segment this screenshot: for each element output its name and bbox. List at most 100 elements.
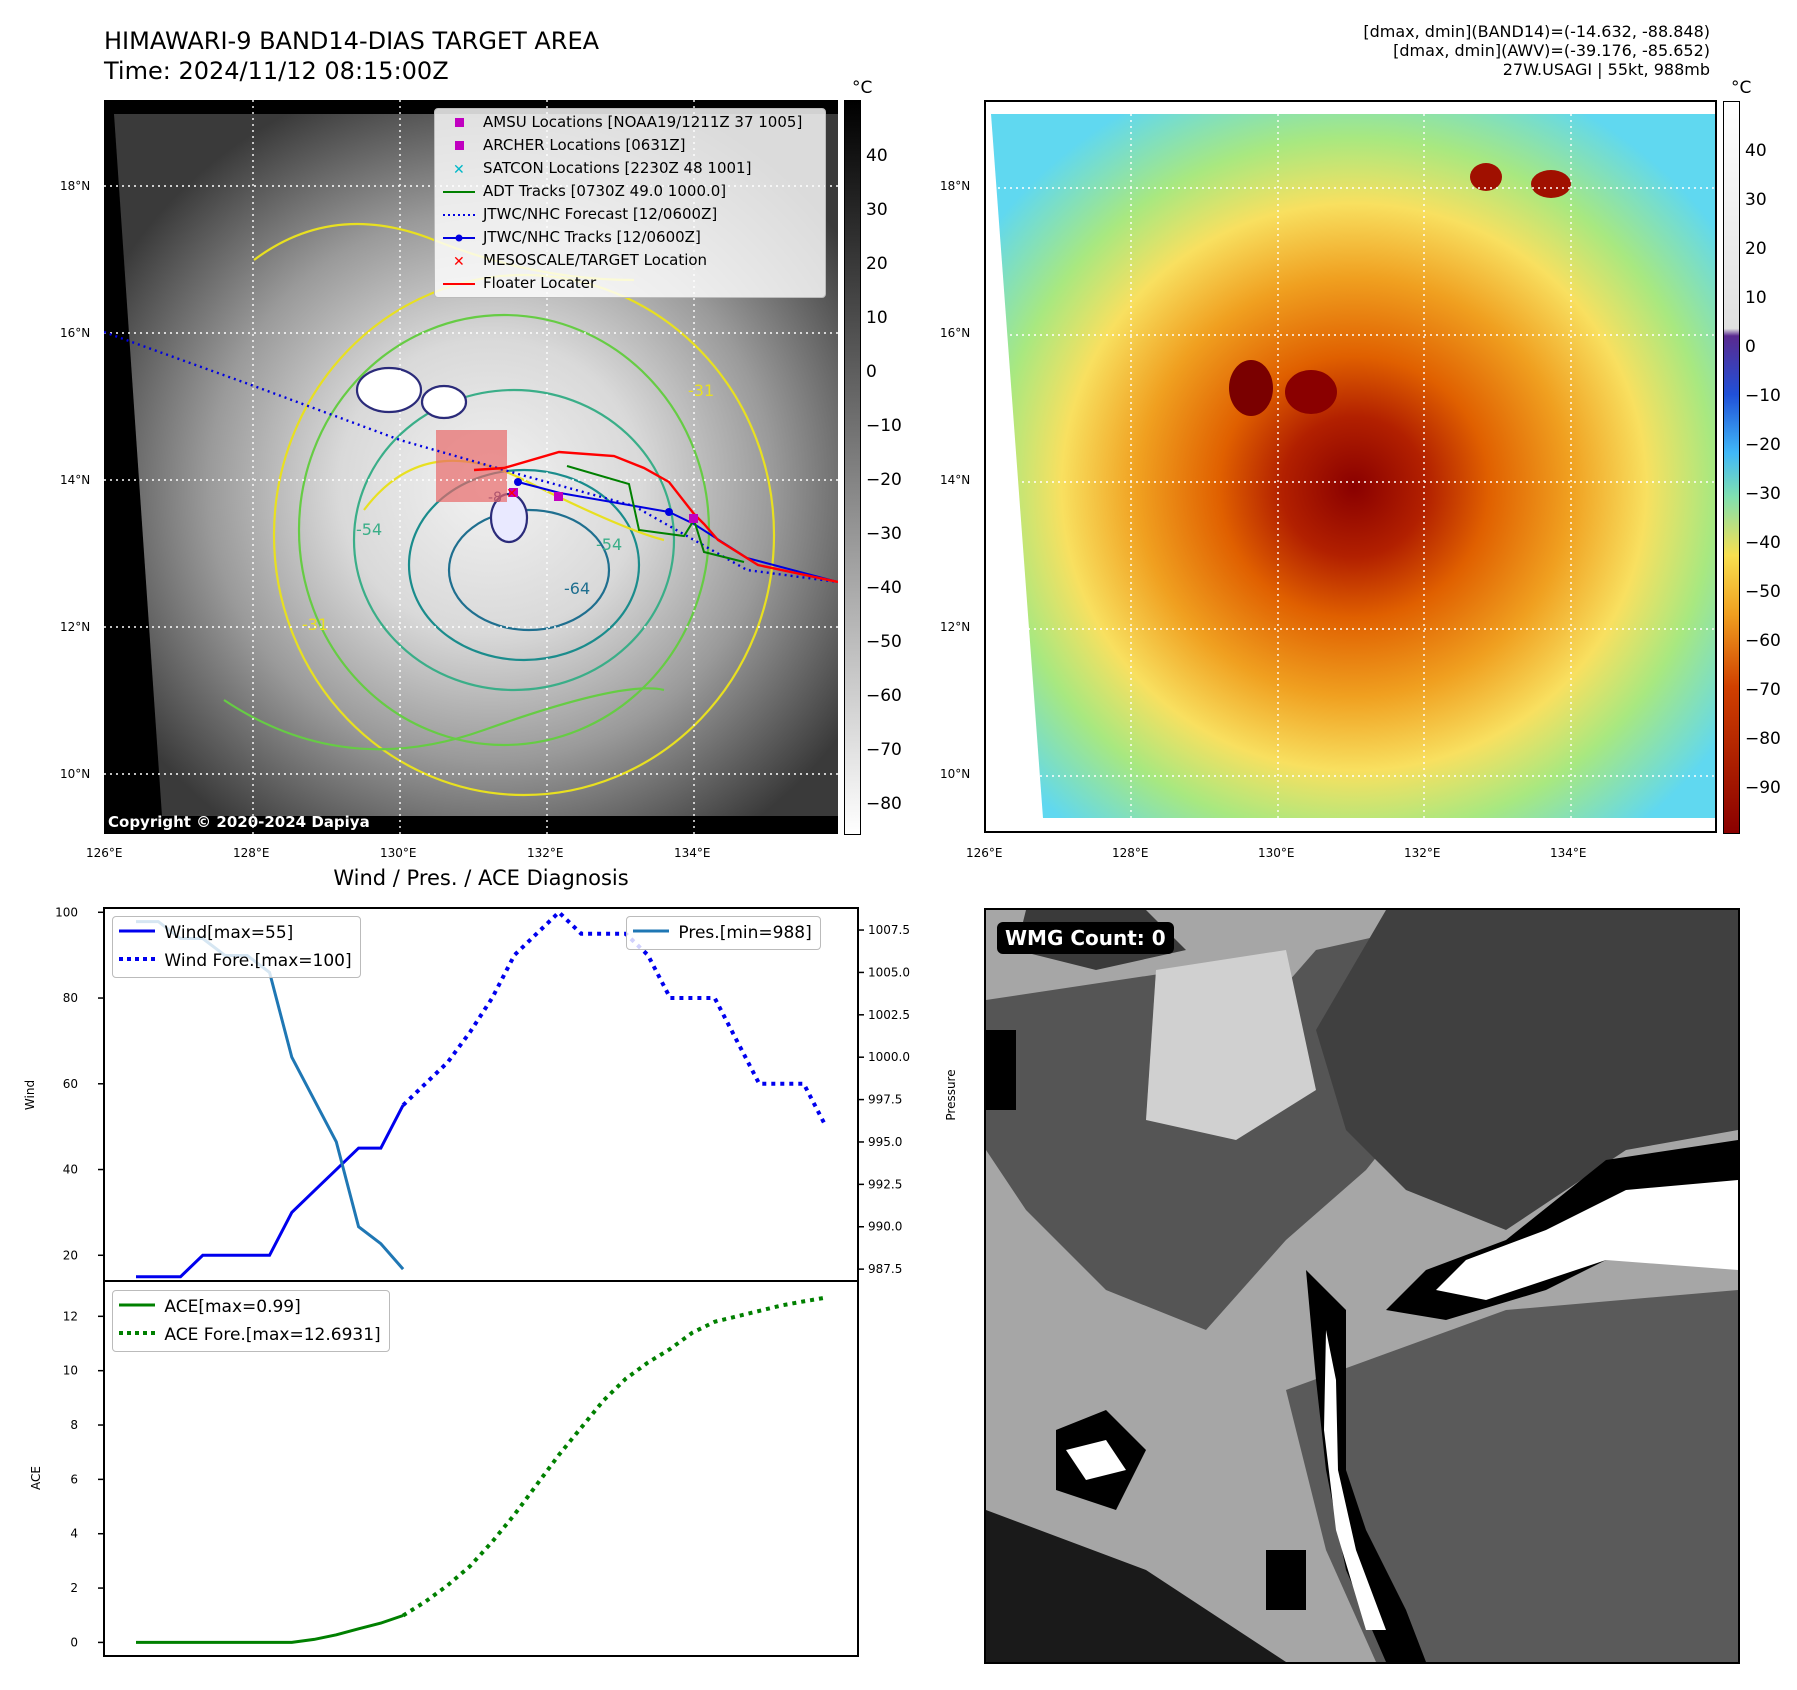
lat-label: 10°N — [60, 767, 91, 781]
wind-tick-label: 60 — [63, 1077, 78, 1091]
pressure-tick-label: 1002.5 — [868, 1008, 910, 1022]
lat-label: 16°N — [940, 326, 971, 340]
lat-label: 12°N — [940, 620, 971, 634]
ace-tick-label: 4 — [70, 1527, 78, 1541]
pressure-tick-label: 997.5 — [868, 1093, 902, 1107]
pressure-tick-label: 995.0 — [868, 1135, 902, 1149]
amsu-marker — [689, 514, 698, 523]
ace-tick-label: 12 — [63, 1309, 78, 1323]
legend-item-wind-fore: Wind Fore.[max=100] — [119, 951, 352, 971]
info-line1: [dmax, dmin](BAND14)=(-14.632, -88.848) — [1363, 22, 1710, 41]
wind-axis-label: Wind — [23, 1080, 37, 1110]
wind-tick-label: 100 — [55, 905, 78, 919]
legend-item-archer: ARCHER Locations [0631Z] — [435, 134, 825, 157]
pressure-tick-label: 1000.0 — [868, 1050, 910, 1064]
lon-label: 128°E — [233, 846, 270, 860]
wmg-svg — [986, 910, 1738, 1662]
ace-tick-label: 8 — [70, 1418, 78, 1432]
diagnosis-svg: 20406080100987.5990.0992.5995.0997.51000… — [23, 905, 958, 1657]
diagnosis-chart: 20 40 60 80 100 987.5 990.0 992.5 995.0 997.5 1000… — [0, 900, 960, 1670]
wmg-panel: WMG Count: 0 — [984, 908, 1740, 1664]
title-line2: Time: 2024/11/12 08:15:00Z — [104, 57, 449, 85]
lon-label: 126°E — [86, 846, 123, 860]
lat-label: 18°N — [940, 179, 971, 193]
svg-text:✕: ✕ — [453, 162, 465, 178]
ace-tick-label: 6 — [70, 1472, 78, 1486]
legend-item-ace-fore: ACE Fore.[max=12.6931] — [119, 1325, 381, 1345]
legend-item-target: ✕ MESOSCALE/TARGET Location — [453, 251, 708, 270]
colorbar-unit: °C — [1731, 78, 1752, 98]
lon-label: 130°E — [380, 846, 417, 860]
svg-text:✕: ✕ — [453, 254, 465, 270]
lon-label: 126°E — [966, 846, 1003, 860]
lon-label: 134°E — [1550, 846, 1587, 860]
map-legend: AMSU Locations [NOAA19/1211Z 37 1005] AR… — [434, 108, 826, 298]
lat-label: 14°N — [940, 473, 971, 487]
legend-item-satcon: ✕ SATCON Locations [2230Z 48 1001] — [453, 159, 752, 178]
pressure-axis-label: Pressure — [944, 1069, 958, 1120]
pressure-tick-label: 1007.5 — [868, 923, 910, 937]
diag-title: Wind / Pres. / ACE Diagnosis — [333, 866, 629, 890]
legend-item-jtwc: JTWC/NHC Tracks [12/0600Z] — [435, 226, 825, 249]
info-line2: [dmax, dmin](AWV)=(-39.176, -85.652) — [1393, 41, 1710, 60]
ace-legend: ACE[max=0.99] ACE Fore.[max=12.6931] — [112, 1290, 390, 1352]
color-colorbar-ticks: 40 30 20 10 0 −10 −20 −30 −40 −50 −60 −7… — [1745, 141, 1781, 798]
jtwc-track — [517, 481, 839, 583]
legend-item-ace: ACE[max=0.99] — [119, 1297, 301, 1317]
ace-tick-label: 0 — [70, 1635, 78, 1649]
legend-item-amsu: AMSU Locations [NOAA19/1211Z 37 1005] — [435, 111, 825, 134]
lon-label: 132°E — [527, 846, 564, 860]
lat-label: 18°N — [60, 179, 91, 193]
lat-label: 10°N — [940, 767, 971, 781]
contour-label: -31 — [688, 381, 714, 400]
plot-title: HIMAWARI-9 BAND14-DIAS TARGET AREA Time:… — [104, 26, 599, 86]
gray-colorbar — [844, 100, 861, 835]
contour-label: -31 — [302, 615, 328, 634]
wind-tick-label: 20 — [63, 1248, 78, 1262]
ace-layer: 0 2 4 6 8 10 12 ACE — [29, 1295, 827, 1649]
legend-item-wind: Wind[max=55] — [119, 923, 294, 943]
lat-label: 14°N — [60, 473, 91, 487]
lon-label: 130°E — [1258, 846, 1295, 860]
wind-legend: Wind[max=55] Wind Fore.[max=100] — [112, 916, 361, 978]
lat-label: 12°N — [60, 620, 91, 634]
awv-map-panel — [984, 100, 1717, 833]
info-text: [dmax, dmin](BAND14)=(-14.632, -88.848) … — [1010, 22, 1710, 79]
contour-label: -64 — [564, 579, 590, 598]
copyright-text: Copyright © 2020-2024 Dapiya — [108, 813, 370, 831]
gray-colorbar-ticks: 40 30 20 10 0 −10 −20 −30 −40 −50 −60 −7… — [866, 146, 902, 814]
legend-item-floater: Floater Locater — [443, 274, 597, 292]
colorbar-unit: °C — [852, 78, 873, 98]
amsu-marker — [509, 488, 518, 497]
floater-locater — [473, 450, 839, 584]
pressure-tick-label: 992.5 — [868, 1177, 902, 1191]
wind-series-line-0 — [136, 1104, 405, 1279]
awv-map-svg — [986, 102, 1715, 831]
color-colorbar — [1723, 101, 1740, 834]
legend-item-pressure: Pres.[min=988] — [633, 923, 812, 943]
adt-track — [566, 465, 745, 563]
title-line1: HIMAWARI-9 BAND14-DIAS TARGET AREA — [104, 27, 600, 55]
lon-label: 132°E — [1404, 846, 1441, 860]
legend-item-forecast: JTWC/NHC Forecast [12/0600Z] — [443, 205, 718, 223]
info-line3: 27W.USAGI | 55kt, 988mb — [1502, 60, 1710, 79]
contour-label: -54 — [596, 535, 622, 554]
ace-tick-label: 2 — [70, 1581, 78, 1595]
wind-tick-label: 80 — [63, 991, 78, 1005]
wmg-count-badge: WMG Count: 0 — [997, 922, 1174, 954]
lon-label: 128°E — [1112, 846, 1149, 860]
target-box — [436, 430, 507, 502]
target-marker: ✕ — [506, 486, 518, 502]
pressure-tick-label: 990.0 — [868, 1220, 902, 1234]
archer-marker — [554, 492, 563, 501]
ace-tick-label: 10 — [63, 1364, 78, 1378]
pressure-tick-label: 1005.0 — [868, 965, 910, 979]
pressure-legend: Pres.[min=988] — [626, 916, 821, 950]
wind-tick-label: 40 — [63, 1163, 78, 1177]
pressure-tick-label: 987.5 — [868, 1262, 902, 1276]
legend-item-adt: ADT Tracks [0730Z 49.0 1000.0] — [443, 182, 727, 200]
ace-series-line-0 — [136, 1614, 404, 1644]
lat-label: 16°N — [60, 326, 91, 340]
contour-label: -54 — [356, 520, 382, 539]
ir-map-panel: -31 -31 -54 -54 -64 -8 — [103, 100, 839, 834]
